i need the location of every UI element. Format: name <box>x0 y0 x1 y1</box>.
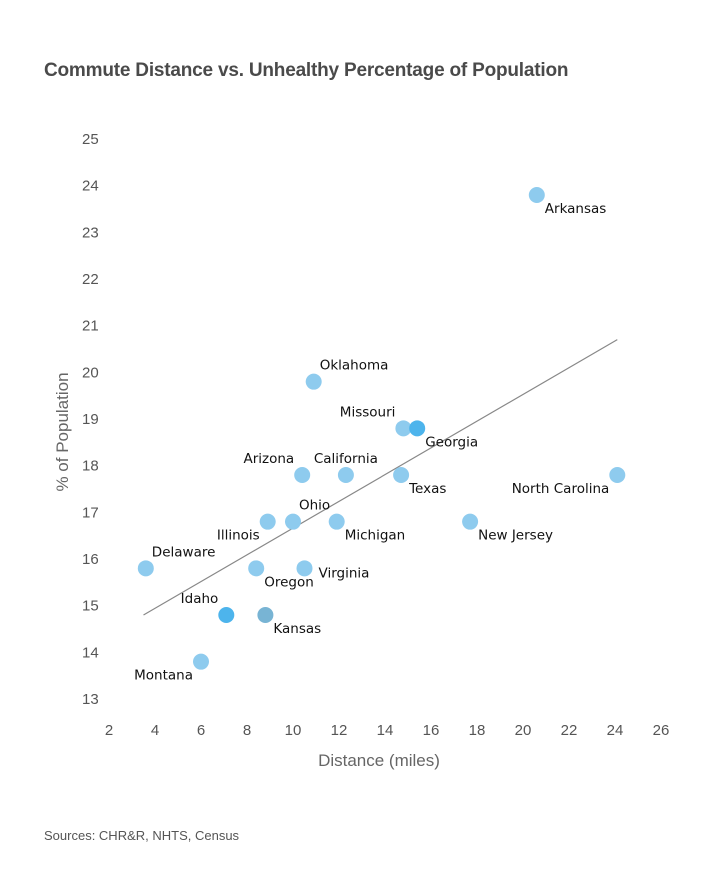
data-point <box>395 420 412 437</box>
y-tick-label: 20 <box>82 364 99 381</box>
x-tick-label: 24 <box>607 722 624 739</box>
y-axis-ticks: 13 14 15 16 17 18 19 20 21 22 23 24 25 <box>82 131 99 708</box>
data-point <box>285 513 301 530</box>
y-tick-label: 14 <box>82 644 99 661</box>
x-axis-ticks: 2 4 6 8 10 12 14 16 18 20 22 24 26 <box>105 722 670 739</box>
data-label: Delaware <box>152 544 216 560</box>
data-label: Arizona <box>243 451 294 467</box>
y-tick-label: 17 <box>82 504 99 521</box>
x-tick-label: 22 <box>561 722 578 739</box>
data-label: Georgia <box>425 434 478 450</box>
data-label: Kansas <box>273 621 321 637</box>
y-tick-label: 15 <box>82 598 99 615</box>
x-tick-label: 6 <box>197 722 205 739</box>
data-point <box>193 653 209 670</box>
data-label: Oregon <box>264 574 314 590</box>
data-point <box>328 513 345 530</box>
data-point <box>305 373 322 390</box>
data-point <box>393 467 410 483</box>
data-point <box>462 513 479 530</box>
data-label: North Carolina <box>512 481 610 497</box>
data-point <box>294 467 311 483</box>
data-label: Texas <box>408 481 446 497</box>
y-tick-label: 23 <box>82 224 99 241</box>
x-tick-label: 18 <box>469 722 486 739</box>
data-point <box>296 560 313 577</box>
x-tick-label: 16 <box>423 722 440 739</box>
data-label: Ohio <box>299 498 330 514</box>
data-label: Illinois <box>217 528 260 544</box>
data-point <box>609 467 626 483</box>
data-point <box>257 607 274 623</box>
x-tick-label: 2 <box>105 722 113 739</box>
data-point <box>248 560 265 577</box>
data-point <box>218 607 235 623</box>
data-point <box>409 420 426 437</box>
y-tick-label: 24 <box>82 178 99 195</box>
y-tick-label: 22 <box>82 271 99 288</box>
data-label: Missouri <box>340 404 396 420</box>
y-tick-label: 19 <box>82 411 99 428</box>
data-label: Michigan <box>345 528 406 544</box>
data-point <box>528 187 545 203</box>
y-tick-label: 21 <box>82 318 99 335</box>
data-label: Montana <box>134 668 193 684</box>
x-tick-label: 4 <box>151 722 159 739</box>
chart-title: Commute Distance vs. Unhealthy Percentag… <box>44 60 569 81</box>
data-points <box>137 187 626 670</box>
x-tick-label: 20 <box>515 722 532 739</box>
data-label: California <box>314 451 378 467</box>
trend-line <box>143 339 618 616</box>
x-tick-label: 26 <box>653 722 670 739</box>
y-axis-label: % of Population <box>53 372 72 491</box>
x-tick-label: 10 <box>285 722 302 739</box>
x-tick-label: 8 <box>243 722 251 739</box>
x-tick-label: 14 <box>377 722 394 739</box>
x-axis-label: Distance (miles) <box>318 751 440 770</box>
data-label: Arkansas <box>545 201 607 217</box>
y-tick-label: 13 <box>82 691 99 708</box>
data-point <box>337 467 354 483</box>
data-label: New Jersey <box>478 528 553 544</box>
x-tick-label: 12 <box>331 722 348 739</box>
source-note: Sources: CHR&R, NHTS, Census <box>44 828 240 843</box>
data-labels: Arkansas Oklahoma Missouri Georgia Arizona Ca… <box>134 201 609 684</box>
data-point <box>137 560 154 577</box>
data-label: Oklahoma <box>320 358 389 374</box>
data-label: Virginia <box>319 565 370 581</box>
y-tick-label: 25 <box>82 131 99 148</box>
data-point <box>259 513 276 530</box>
y-tick-label: 18 <box>82 458 99 475</box>
y-tick-label: 16 <box>82 551 99 568</box>
data-label: Idaho <box>181 591 219 607</box>
